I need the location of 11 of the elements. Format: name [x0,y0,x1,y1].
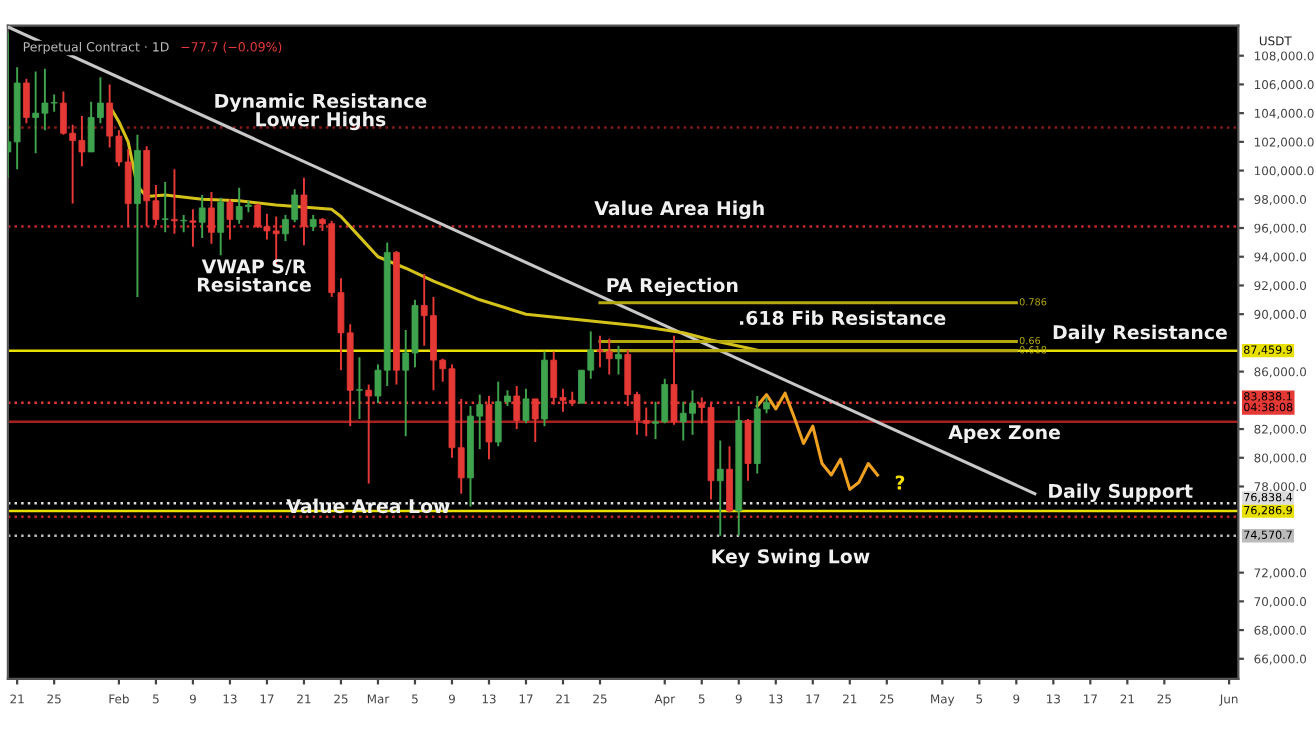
annotation: VWAP S/R Resistance [197,259,311,292]
annotation: Value Area Low [286,498,450,514]
annotation: Daily Support [1049,483,1193,502]
annotation: Value Area High [594,200,764,220]
annotation: .618 Fib Resistance [739,310,946,326]
annotation: Daily Resistance [1053,324,1227,344]
annotation: ? [895,475,905,490]
annotation: PA Rejection [607,277,738,297]
annotation: Apex Zone [948,425,1060,444]
annotation: Key Swing Low [712,548,870,568]
annotation: Dynamic Resistance Lower Highs [215,93,427,131]
